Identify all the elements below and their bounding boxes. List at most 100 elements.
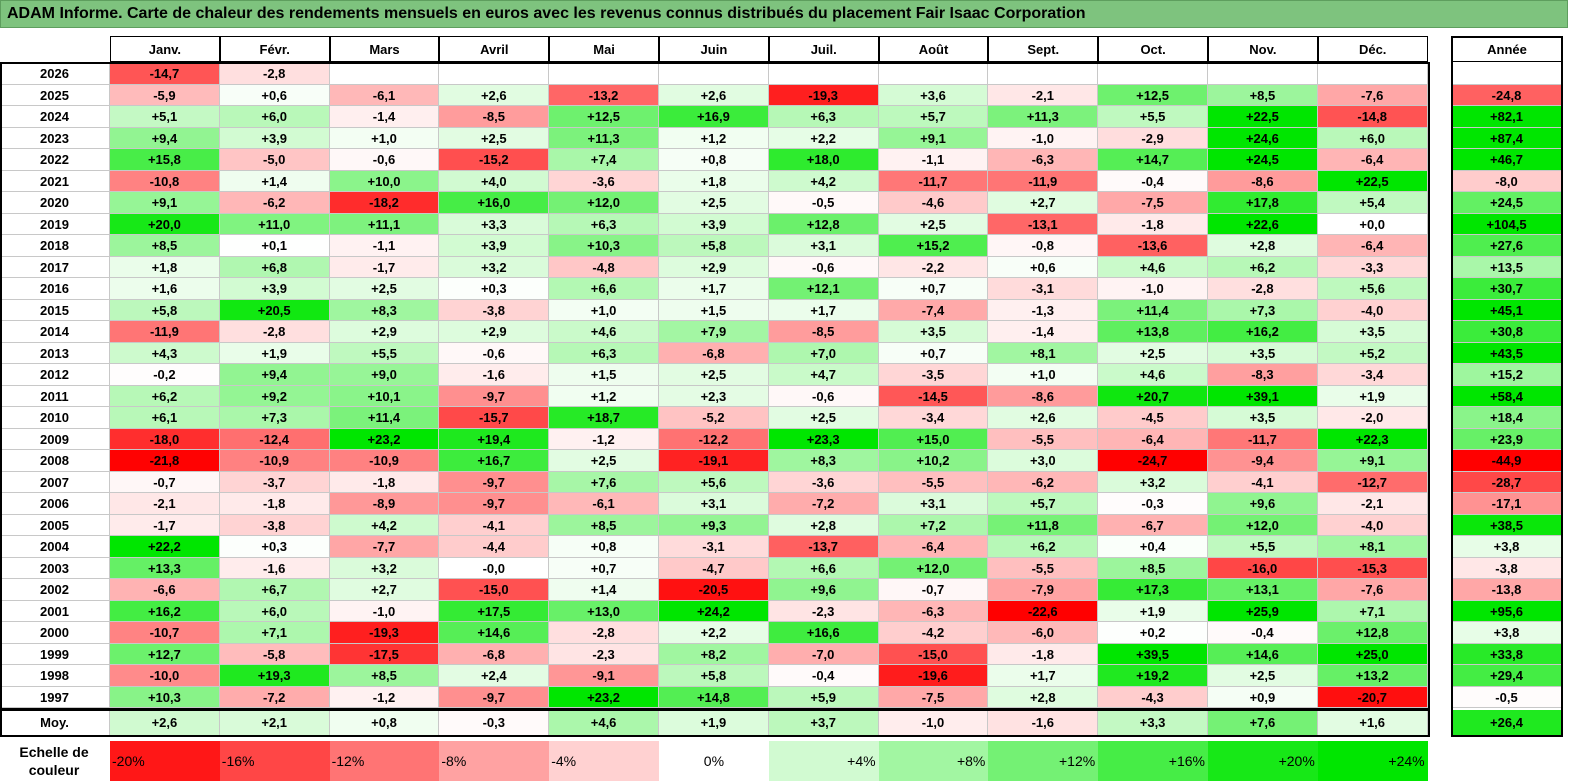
column-header: Sept. <box>988 36 1099 62</box>
heatmap-cell: -14,5 <box>878 385 989 407</box>
heatmap-cell: +11,4 <box>329 407 440 429</box>
heatmap-cell: +4,6 <box>1098 256 1208 278</box>
heatmap-cell: +2,6 <box>439 84 550 106</box>
row-year-label: 2015 <box>0 299 110 321</box>
heatmap-cell: -4,0 <box>1317 299 1428 321</box>
heatmap-cell: +2,7 <box>329 579 440 601</box>
heatmap-cell: +2,8 <box>988 686 1099 708</box>
heatmap-cell: +6,8 <box>219 256 330 278</box>
heatmap-cell: -11,7 <box>1208 428 1318 450</box>
heatmap-cell: -16,0 <box>1208 557 1318 579</box>
row-year-label: 2007 <box>0 471 110 493</box>
heatmap-cell: +14,8 <box>659 686 769 708</box>
heatmap-cell: +8,5 <box>1208 84 1318 106</box>
average-cell: +3,3 <box>1098 710 1208 736</box>
heatmap-cell: +1,8 <box>659 170 769 192</box>
heatmap-cell: +2,5 <box>439 127 550 149</box>
heatmap-cell: +3,5 <box>1208 342 1318 364</box>
heatmap-cell: +16,6 <box>768 622 879 644</box>
heatmap-cell: +5,7 <box>988 493 1099 515</box>
row-year-label: 2014 <box>0 321 110 343</box>
heatmap-cell: +3,5 <box>1317 321 1428 343</box>
heatmap-cell: -0,6 <box>768 256 879 278</box>
heatmap-cell: -9,7 <box>439 471 550 493</box>
heatmap-cell: +9,6 <box>1208 493 1318 515</box>
row-year-label: 2026 <box>0 63 110 85</box>
row-year-label: 2020 <box>0 192 110 214</box>
annual-cell: -28,7 <box>1452 471 1562 493</box>
row-year-label: 2023 <box>0 127 110 149</box>
average-cell: +7,6 <box>1208 710 1318 736</box>
heatmap-cell: +7,3 <box>219 407 330 429</box>
heatmap-cell: +39,5 <box>1098 643 1208 665</box>
row-year-label: 2001 <box>0 600 110 622</box>
heatmap-cell: +12,0 <box>549 192 659 214</box>
heatmap-cell: -1,6 <box>439 364 550 386</box>
column-header: Janv. <box>110 36 220 62</box>
heatmap-cell: +17,8 <box>1208 192 1318 214</box>
heatmap-cell: -1,1 <box>878 149 989 171</box>
heatmap-cell: +2,9 <box>659 256 769 278</box>
heatmap-cell: -0,6 <box>439 342 550 364</box>
legend-swatch: -20% <box>110 741 220 781</box>
annual-cell: +30,8 <box>1452 321 1562 343</box>
annual-cell: +13,5 <box>1452 256 1562 278</box>
heatmap-cell: +0,6 <box>219 84 330 106</box>
heatmap-cell: +1,5 <box>549 364 659 386</box>
heatmap-cell: -2,8 <box>219 321 330 343</box>
heatmap-cell: -24,7 <box>1098 450 1208 472</box>
column-header: Juin <box>659 36 769 62</box>
heatmap-cell <box>988 63 1099 85</box>
heatmap-cell: -5,0 <box>219 149 330 171</box>
heatmap-cell: -8,3 <box>1208 364 1318 386</box>
column-header: Nov. <box>1208 36 1318 62</box>
heatmap-cell: -6,3 <box>988 149 1099 171</box>
heatmap-cell: +9,2 <box>219 385 330 407</box>
heatmap-cell: +3,2 <box>1098 471 1208 493</box>
heatmap-cell <box>329 63 440 85</box>
heatmap-cell: -10,0 <box>110 665 220 687</box>
heatmap-cell: +24,5 <box>1208 149 1318 171</box>
heatmap-cell: +2,5 <box>1098 342 1208 364</box>
heatmap-cell: +10,1 <box>329 385 440 407</box>
heatmap-cell: +22,3 <box>1317 428 1428 450</box>
heatmap-cell: -7,4 <box>878 299 989 321</box>
heatmap-cell: +4,2 <box>329 514 440 536</box>
heatmap-cell: +1,9 <box>1317 385 1428 407</box>
heatmap-cell: -3,4 <box>878 407 989 429</box>
heatmap-cell: +1,0 <box>549 299 659 321</box>
heatmap-cell: -3,6 <box>549 170 659 192</box>
heatmap-cell: -3,8 <box>219 514 330 536</box>
heatmap-cell: -6,8 <box>439 643 550 665</box>
heatmap-cell: +9,4 <box>219 364 330 386</box>
heatmap-cell: -0,4 <box>768 665 879 687</box>
heatmap-cell: +1,5 <box>659 299 769 321</box>
heatmap-cell: -2,1 <box>988 84 1099 106</box>
heatmap-cell: -9,4 <box>1208 450 1318 472</box>
row-year-label: 2012 <box>0 364 110 386</box>
heatmap-cell: -7,7 <box>329 536 440 558</box>
heatmap-cell: -0,7 <box>878 579 989 601</box>
annual-cell: +24,5 <box>1452 192 1562 214</box>
row-year-label: 2004 <box>0 536 110 558</box>
heatmap-cell <box>1098 63 1208 85</box>
heatmap-cell: +7,6 <box>549 471 659 493</box>
heatmap-cell: +6,1 <box>110 407 220 429</box>
heatmap-cell: -2,3 <box>549 643 659 665</box>
heatmap-cell: +0,7 <box>878 278 989 300</box>
heatmap-cell: -1,4 <box>329 106 440 128</box>
heatmap-cell: +1,2 <box>659 127 769 149</box>
heatmap-cell: +3,0 <box>988 450 1099 472</box>
legend-swatch: -16% <box>219 741 330 781</box>
heatmap-cell: +1,7 <box>988 665 1099 687</box>
heatmap-cell: -6,7 <box>1098 514 1208 536</box>
heatmap-cell: +13,1 <box>1208 579 1318 601</box>
heatmap-cell: -7,0 <box>768 643 879 665</box>
heatmap-cell: -7,9 <box>988 579 1099 601</box>
heatmap-cell: -1,8 <box>329 471 440 493</box>
heatmap-cell: +12,0 <box>1208 514 1318 536</box>
row-year-label: 2006 <box>0 493 110 515</box>
heatmap-cell: +0,7 <box>878 342 989 364</box>
heatmap-cell: +11,1 <box>329 213 440 235</box>
heatmap-cell: -2,8 <box>1208 278 1318 300</box>
